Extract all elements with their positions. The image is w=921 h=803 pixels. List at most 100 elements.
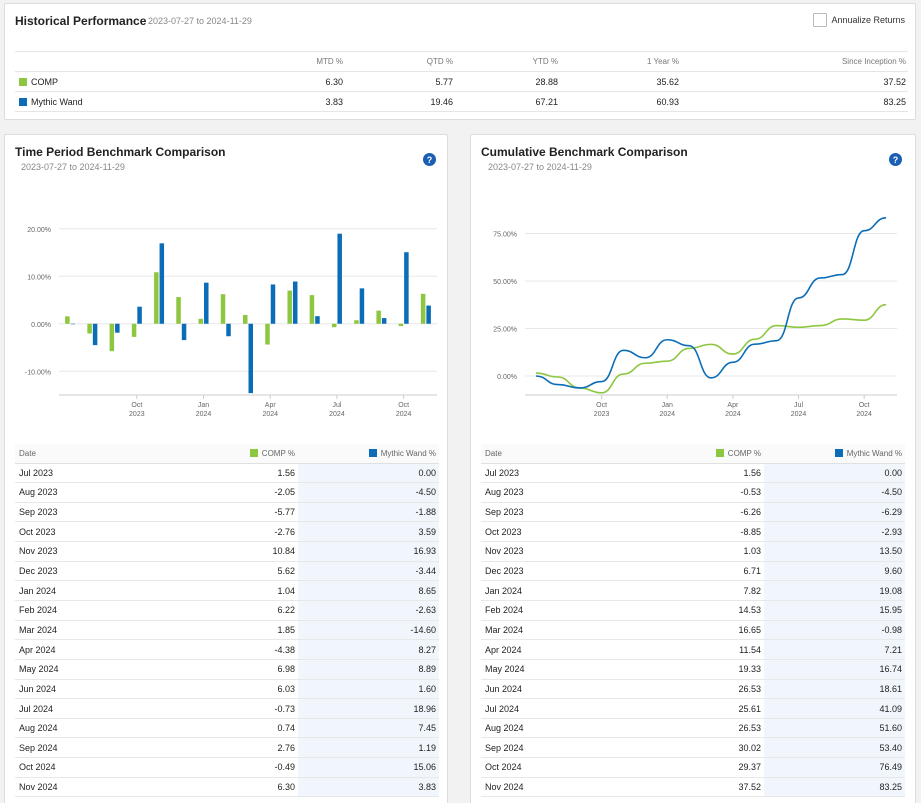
comp-cell: 5.62: [155, 561, 298, 582]
time-period-title: Time Period Benchmark Comparison: [15, 145, 226, 159]
bar-comp[interactable]: [309, 295, 315, 324]
wand-header-label: Mythic Wand %: [380, 448, 436, 458]
bar-comp[interactable]: [87, 323, 92, 334]
date-cell: Jul 2023: [481, 463, 621, 484]
time-period-daterange: 2023-07-27 to 2024-11-29: [21, 162, 125, 172]
comp-cell: 1.04: [155, 580, 298, 601]
historical-cell: 19.46: [345, 91, 455, 112]
bar-wand[interactable]: [337, 233, 342, 324]
date-cell: Aug 2024: [15, 718, 155, 739]
series-swatch: [19, 77, 27, 86]
comp-cell: 6.71: [621, 561, 764, 582]
date-cell: Aug 2023: [15, 482, 155, 503]
bar-wand[interactable]: [226, 323, 231, 337]
table-row: Feb 2024 6.22 -2.63: [15, 600, 439, 621]
bar-comp[interactable]: [331, 323, 337, 328]
bar-wand[interactable]: [315, 316, 320, 324]
table-row: Aug 2023 -2.05 -4.50: [15, 482, 439, 503]
bar-comp[interactable]: [65, 316, 70, 324]
wand-cell: 1.19: [298, 737, 439, 759]
bar-comp[interactable]: [243, 314, 248, 324]
x-tick-label: Oct: [596, 402, 607, 409]
historical-cell: 3.83: [255, 91, 345, 112]
comp-cell: -0.49: [155, 757, 298, 778]
bar-wand[interactable]: [181, 323, 187, 341]
date-cell: May 2024: [15, 659, 155, 680]
bar-comp[interactable]: [265, 323, 270, 345]
date-cell: Sep 2024: [15, 737, 155, 759]
annualize-checkbox[interactable]: [813, 13, 828, 27]
annualize-returns-toggle[interactable]: Annualize Returns: [813, 13, 905, 27]
bar-comp[interactable]: [131, 323, 137, 337]
date-cell: Sep 2023: [481, 502, 621, 523]
line-wand[interactable]: [535, 217, 887, 389]
date-cell: Jun 2024: [481, 679, 621, 700]
wand-cell: -2.93: [764, 521, 905, 543]
comp-cell: 16.65: [621, 620, 764, 641]
wand-cell: 53.40: [764, 737, 905, 759]
comp-cell: 29.37: [621, 757, 764, 778]
date-cell: Nov 2023: [481, 541, 621, 562]
y-tick-label: 25.00%: [493, 327, 517, 334]
bar-comp[interactable]: [154, 272, 159, 324]
comp-cell: -8.85: [621, 521, 764, 543]
bar-wand[interactable]: [359, 288, 365, 324]
bar-wand[interactable]: [381, 318, 387, 324]
wand-cell: -0.98: [764, 620, 905, 641]
wand-cell: 8.89: [298, 659, 439, 680]
comp-header-label: COMP %: [261, 448, 295, 458]
date-cell: Nov 2024: [481, 777, 621, 798]
bar-wand[interactable]: [426, 305, 431, 324]
y-tick-label: 0.00%: [31, 322, 51, 329]
bar-comp[interactable]: [287, 290, 292, 324]
bar-comp[interactable]: [398, 323, 404, 327]
wand-cell: 41.09: [764, 698, 905, 719]
bar-wand[interactable]: [248, 323, 254, 394]
bar-wand[interactable]: [92, 323, 98, 346]
date-cell: Oct 2024: [15, 757, 155, 778]
wand-cell: -1.88: [298, 502, 439, 523]
bar-wand[interactable]: [137, 306, 142, 324]
bar-comp[interactable]: [420, 293, 426, 324]
bar-comp[interactable]: [176, 297, 181, 324]
historical-title: Historical Performance: [15, 14, 147, 28]
wand-header[interactable]: Mythic Wand %: [298, 444, 439, 464]
table-row: Sep 2024 30.02 53.40: [481, 737, 905, 759]
comp-header[interactable]: COMP %: [621, 444, 764, 464]
historical-header-mtd: MTD %: [255, 51, 345, 72]
table-row: May 2024 19.33 16.74: [481, 659, 905, 680]
historical-cell: 28.88: [455, 71, 560, 92]
help-icon[interactable]: ?: [423, 153, 436, 166]
table-row: Jul 2024 -0.73 18.96: [15, 698, 439, 719]
bar-wand[interactable]: [270, 284, 276, 324]
comp-cell: -0.73: [155, 698, 298, 719]
bar-comp[interactable]: [109, 323, 115, 352]
bar-comp[interactable]: [354, 320, 359, 324]
comp-header[interactable]: COMP %: [155, 444, 298, 464]
bar-comp[interactable]: [376, 310, 381, 324]
bar-wand[interactable]: [115, 323, 120, 333]
historical-cell: 60.93: [560, 91, 681, 112]
table-row: Jan 2024 1.04 8.65: [15, 580, 439, 601]
comp-cell: 7.82: [621, 580, 764, 601]
historical-cell: 67.21: [455, 91, 560, 112]
table-row: Jun 2024 6.03 1.60: [15, 679, 439, 700]
bar-comp[interactable]: [198, 318, 204, 324]
table-row: Aug 2023 -0.53 -4.50: [481, 482, 905, 503]
date-cell: May 2024: [481, 659, 621, 680]
wand-header[interactable]: Mythic Wand %: [764, 444, 905, 464]
comp-cell: 19.33: [621, 659, 764, 680]
line-comp[interactable]: [535, 303, 887, 394]
bar-wand[interactable]: [159, 243, 165, 324]
bar-wand[interactable]: [404, 252, 409, 324]
historical-cell: 35.62: [560, 71, 681, 92]
bar-wand[interactable]: [292, 281, 298, 324]
bar-comp[interactable]: [220, 294, 226, 324]
wand-cell: 15.06: [298, 757, 439, 778]
historical-cell: 5.77: [345, 71, 455, 92]
table-row: Jul 2024 25.61 41.09: [481, 698, 905, 719]
bar-wand[interactable]: [70, 323, 76, 325]
bar-wand[interactable]: [204, 282, 209, 324]
comp-cell: -2.05: [155, 482, 298, 503]
help-icon[interactable]: ?: [889, 153, 902, 166]
